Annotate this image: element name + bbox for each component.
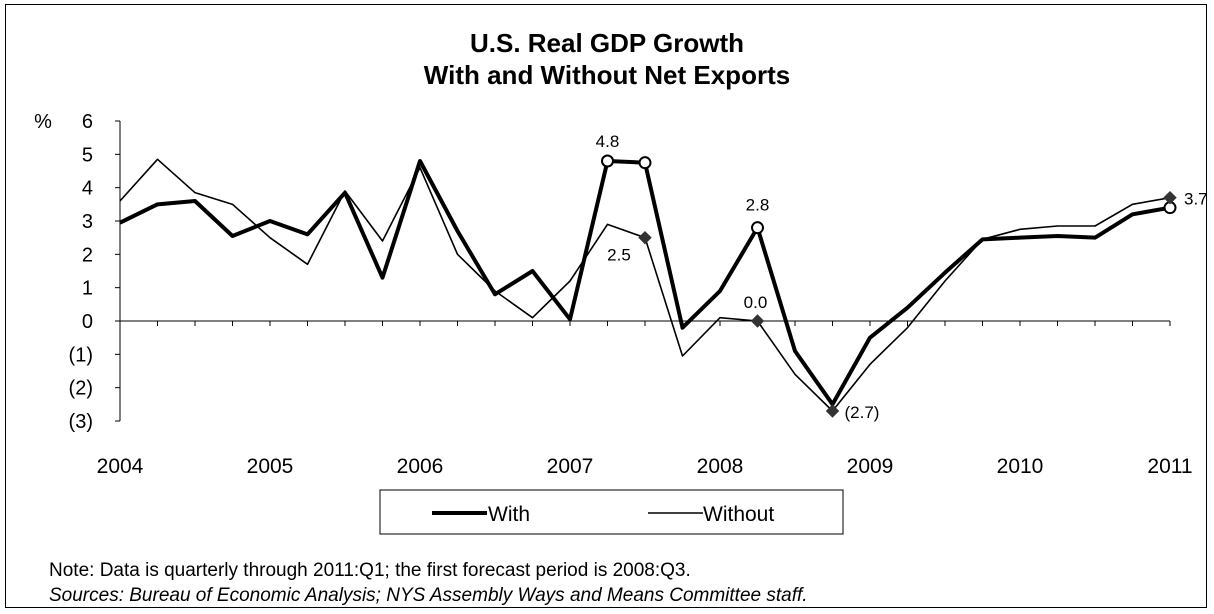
legend-label-with: With <box>488 503 530 526</box>
y-tick-label: (1) <box>69 344 93 366</box>
y-tick-label: 0 <box>82 311 93 333</box>
y-tick-label: 2 <box>82 244 93 266</box>
data-label: 0.0 <box>744 293 768 312</box>
open-circle-marker <box>751 221 764 235</box>
data-label: 4.8 <box>596 132 620 151</box>
legend-label-without: Without <box>703 503 774 526</box>
x-tick-label: 2006 <box>397 455 444 478</box>
y-tick-labels: 6 5 4 3 2 1 0 (1) (2) (3) <box>69 111 93 433</box>
x-tick-label: 2007 <box>547 455 594 478</box>
y-tick-label: 3 <box>82 211 93 233</box>
diamond-marker <box>825 404 840 418</box>
diamond-marker <box>638 230 652 245</box>
diamond-marker <box>750 314 765 328</box>
y-tick-label: (2) <box>69 378 93 400</box>
x-tick-labels: 2004 2005 2006 2007 2008 2009 2010 2011 <box>97 455 1193 478</box>
diamond-marker <box>1163 190 1177 205</box>
point-markers <box>601 154 1177 418</box>
y-tick-label: 1 <box>82 278 93 300</box>
open-circle-marker <box>638 156 652 170</box>
y-tick-label: 4 <box>82 178 93 200</box>
sources-text: Sources: Bureau of Economic Analysis; NY… <box>49 585 808 606</box>
data-label: (2.7) <box>845 403 880 422</box>
data-label: 3.7 <box>1184 190 1208 209</box>
series-line-without <box>119 158 1171 412</box>
x-tick-label: 2009 <box>847 455 894 478</box>
series-lines <box>119 158 1171 412</box>
x-tick-label: 2010 <box>997 455 1044 478</box>
open-circle-marker <box>601 154 614 168</box>
y-tick-label: 5 <box>82 144 93 166</box>
y-tick-label: (3) <box>69 411 93 433</box>
data-label: 2.5 <box>607 246 631 265</box>
x-tick-label: 2008 <box>697 455 744 478</box>
y-axis-label: % <box>34 111 52 133</box>
chart-title-line-2: With and Without Net Exports <box>424 60 790 90</box>
legend: With Without <box>379 489 844 535</box>
data-labels: 4.8 2.5 2.8 0.0 (2.7) 3.7 <box>596 132 1208 422</box>
x-tick-label: 2004 <box>97 455 144 478</box>
x-tick-label: 2011 <box>1147 455 1192 478</box>
axes <box>115 120 1171 422</box>
data-label: 2.8 <box>746 196 770 215</box>
chart-title-line-1: U.S. Real GDP Growth <box>470 28 744 58</box>
x-tick-label: 2005 <box>247 455 294 478</box>
y-tick-label: 6 <box>82 111 93 133</box>
series-line-with <box>119 159 1171 407</box>
note-text: Note: Data is quarterly through 2011:Q1;… <box>49 560 691 581</box>
